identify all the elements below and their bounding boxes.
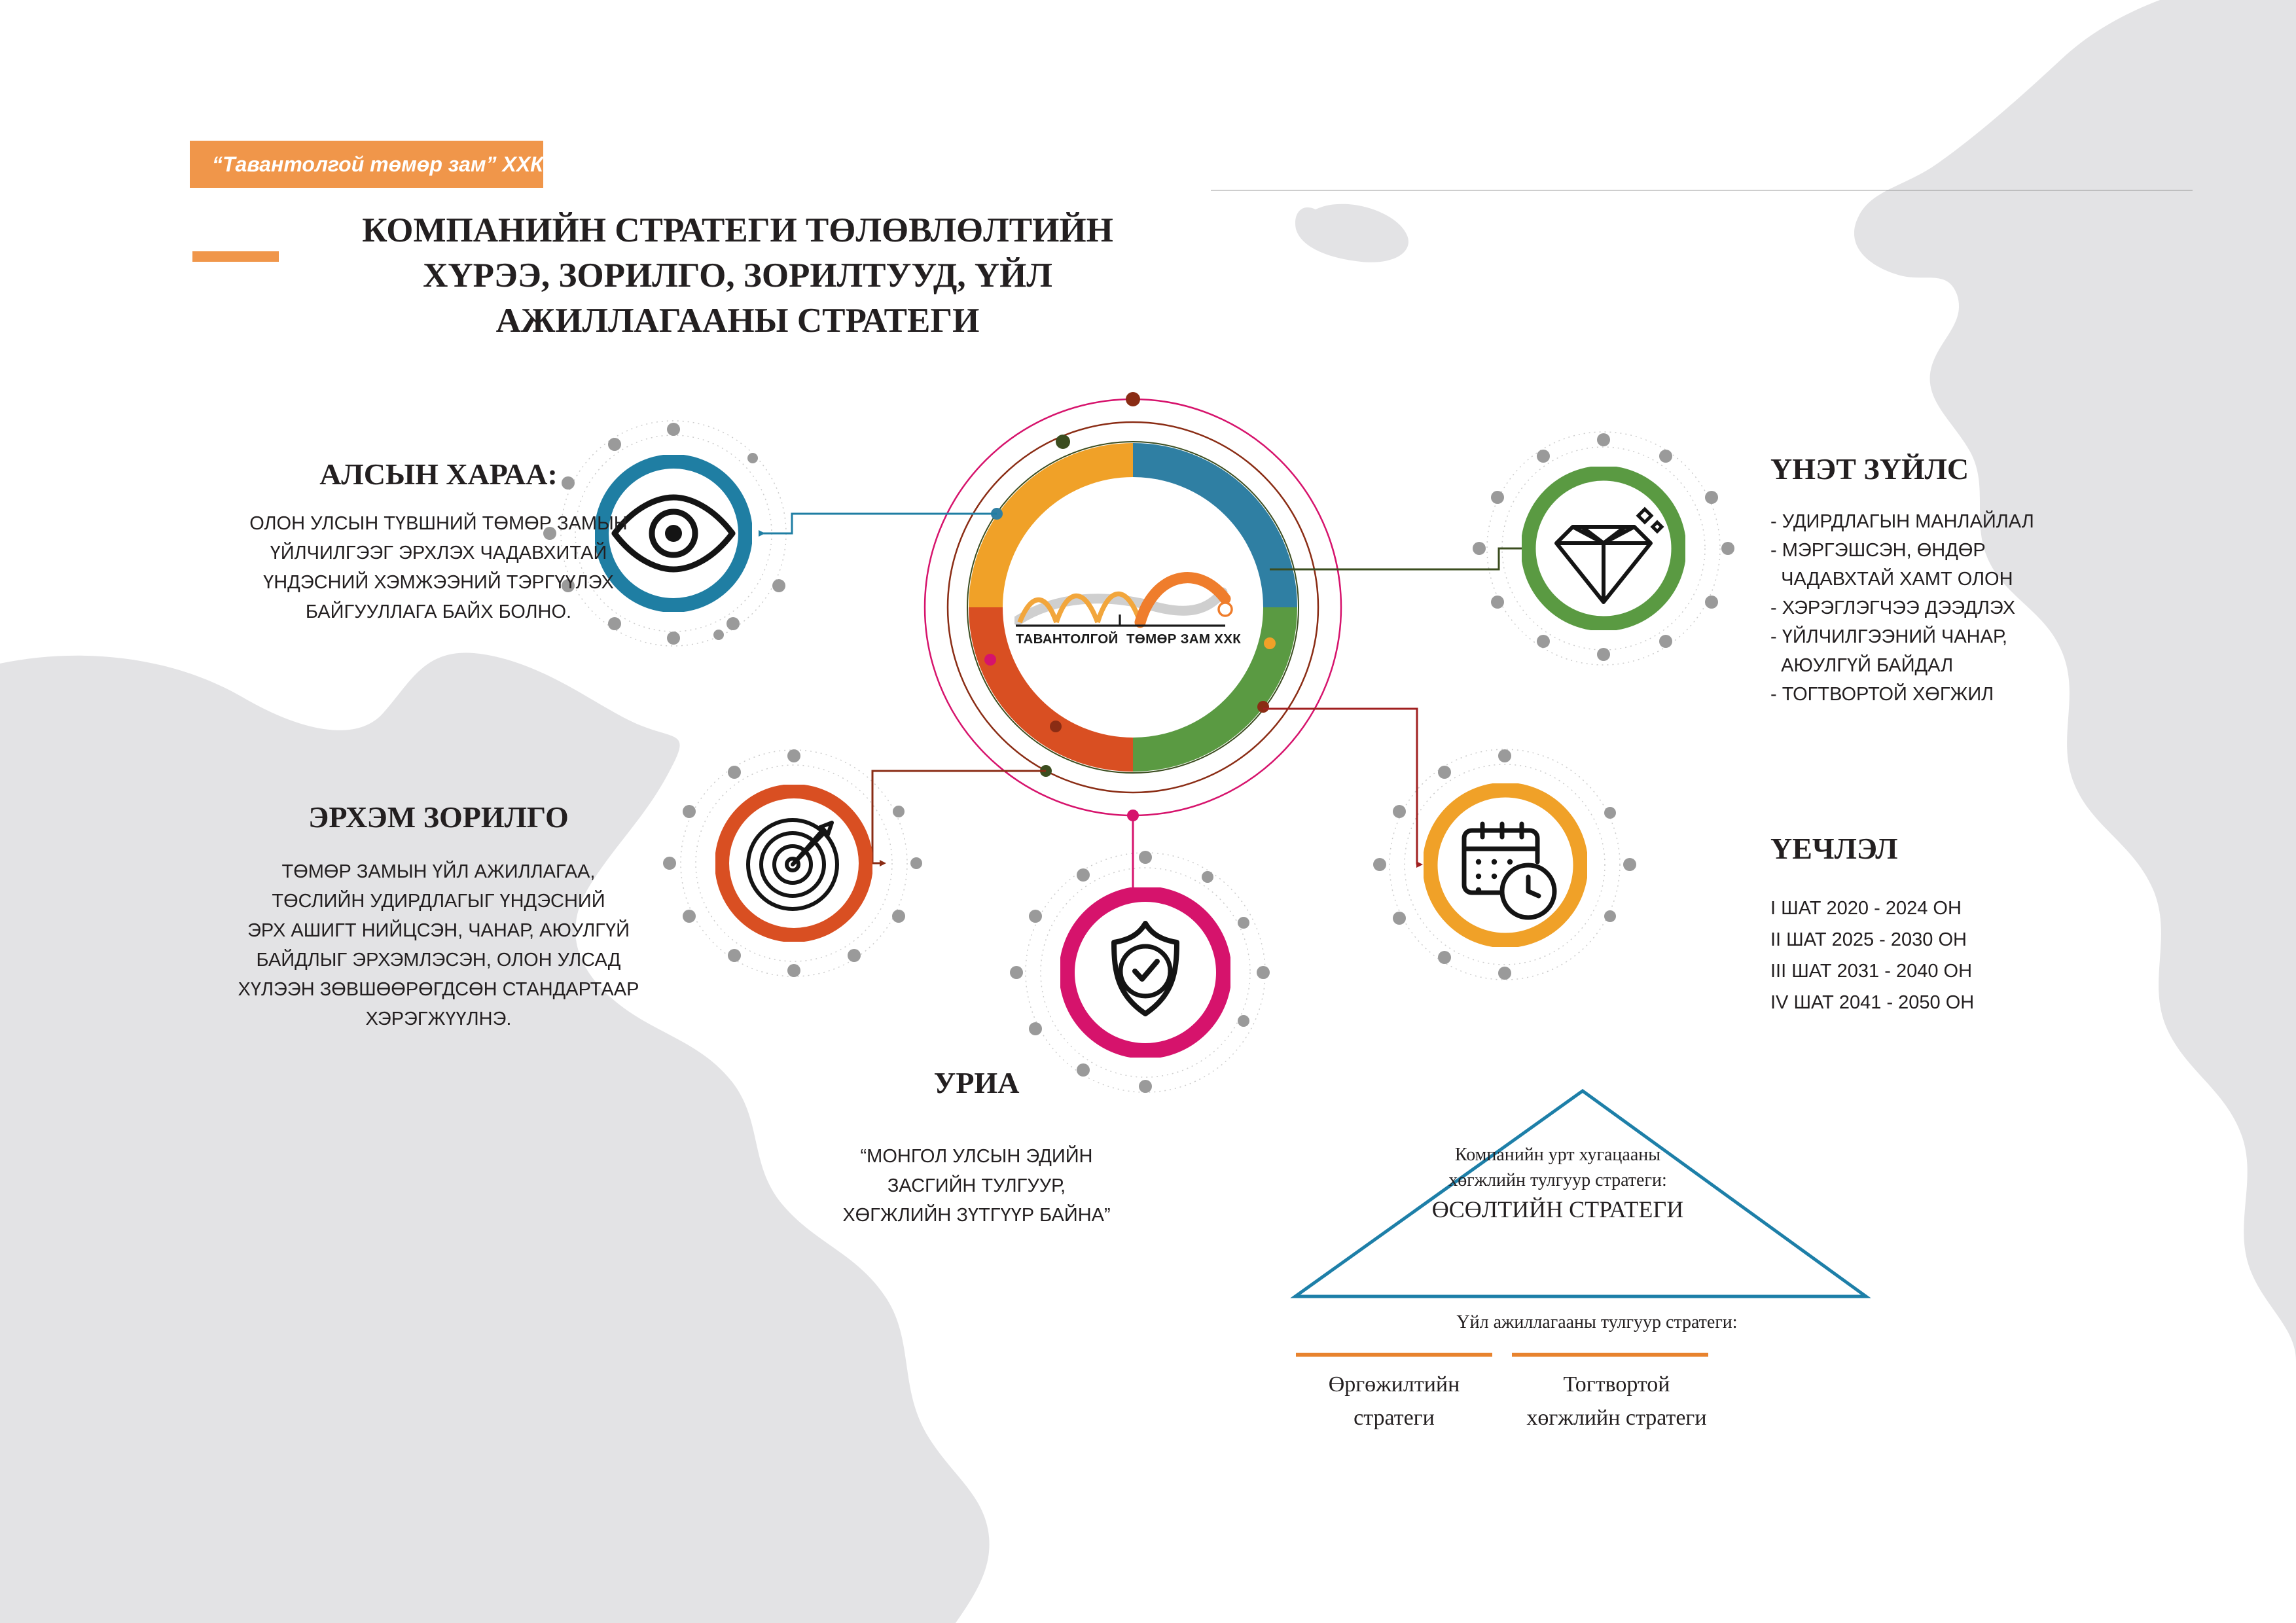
svg-text:ТӨМӨР ЗАМ ХХК: ТӨМӨР ЗАМ ХХК [1126,632,1241,647]
svg-text:ТАВАНТОЛГОЙ: ТАВАНТОЛГОЙ [1016,631,1119,647]
